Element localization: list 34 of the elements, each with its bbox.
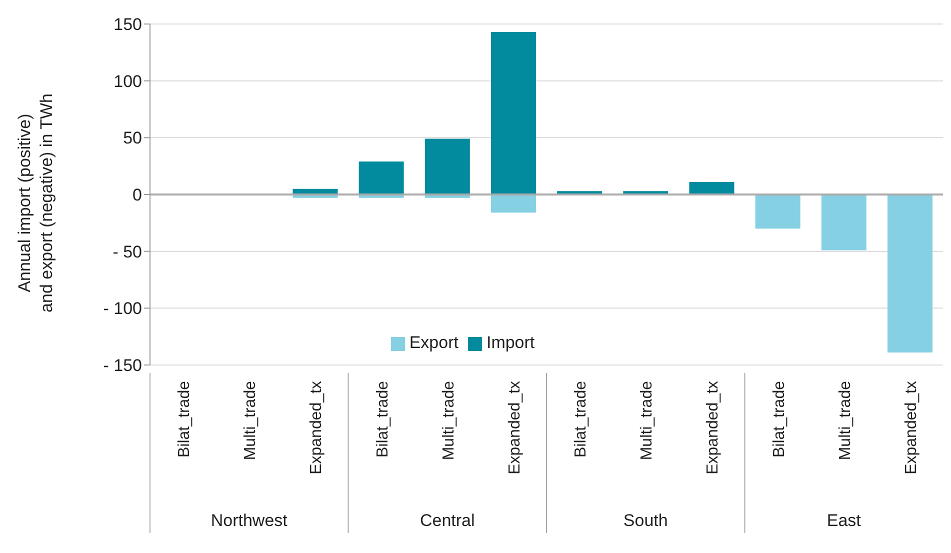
bar: [424, 138, 470, 194]
text: East: [826, 511, 862, 530]
x-tick-label: Expanded_tx: [902, 381, 920, 474]
y-axis-title: Annual import (positive) and export (negative) in TWh: [15, 94, 56, 312]
x-tick-label: Multi_trade: [638, 380, 656, 460]
text: South: [623, 511, 668, 530]
x-tick-label: Bilat_trade: [176, 380, 194, 458]
bar: [755, 194, 800, 229]
x-tick-label: Expanded_tx: [308, 381, 326, 474]
bar: [821, 194, 866, 250]
x-tick-label: Expanded_tx: [704, 381, 722, 474]
y-tick-label: 150: [114, 15, 142, 34]
y-tick-label: - 150: [103, 356, 142, 376]
bar: [490, 194, 536, 213]
y-tick-label: - 50: [112, 242, 142, 262]
bar: [358, 162, 404, 194]
y-tick-label: 100: [114, 72, 142, 91]
x-tick-label: Bilat_trade: [770, 380, 788, 458]
x-tick-label: Multi_trade: [242, 380, 260, 460]
legend-label: Import: [486, 333, 535, 352]
bar: [490, 32, 536, 194]
y-tick-label: 50: [123, 128, 142, 148]
bar: [689, 182, 734, 194]
text: Northwest: [210, 511, 288, 530]
x-tick-label: Bilat_trade: [374, 380, 392, 458]
legend-label: Export: [409, 333, 458, 352]
y-tick-label: 0: [132, 186, 142, 205]
text: Central: [420, 511, 475, 530]
bar: [887, 194, 932, 352]
x-tick-label: Bilat_trade: [572, 380, 590, 458]
y-tick-label: - 100: [103, 299, 142, 318]
x-tick-label: Multi_trade: [440, 380, 458, 460]
x-tick-label: Multi_trade: [836, 380, 854, 460]
x-tick-label: Expanded_tx: [506, 381, 524, 474]
